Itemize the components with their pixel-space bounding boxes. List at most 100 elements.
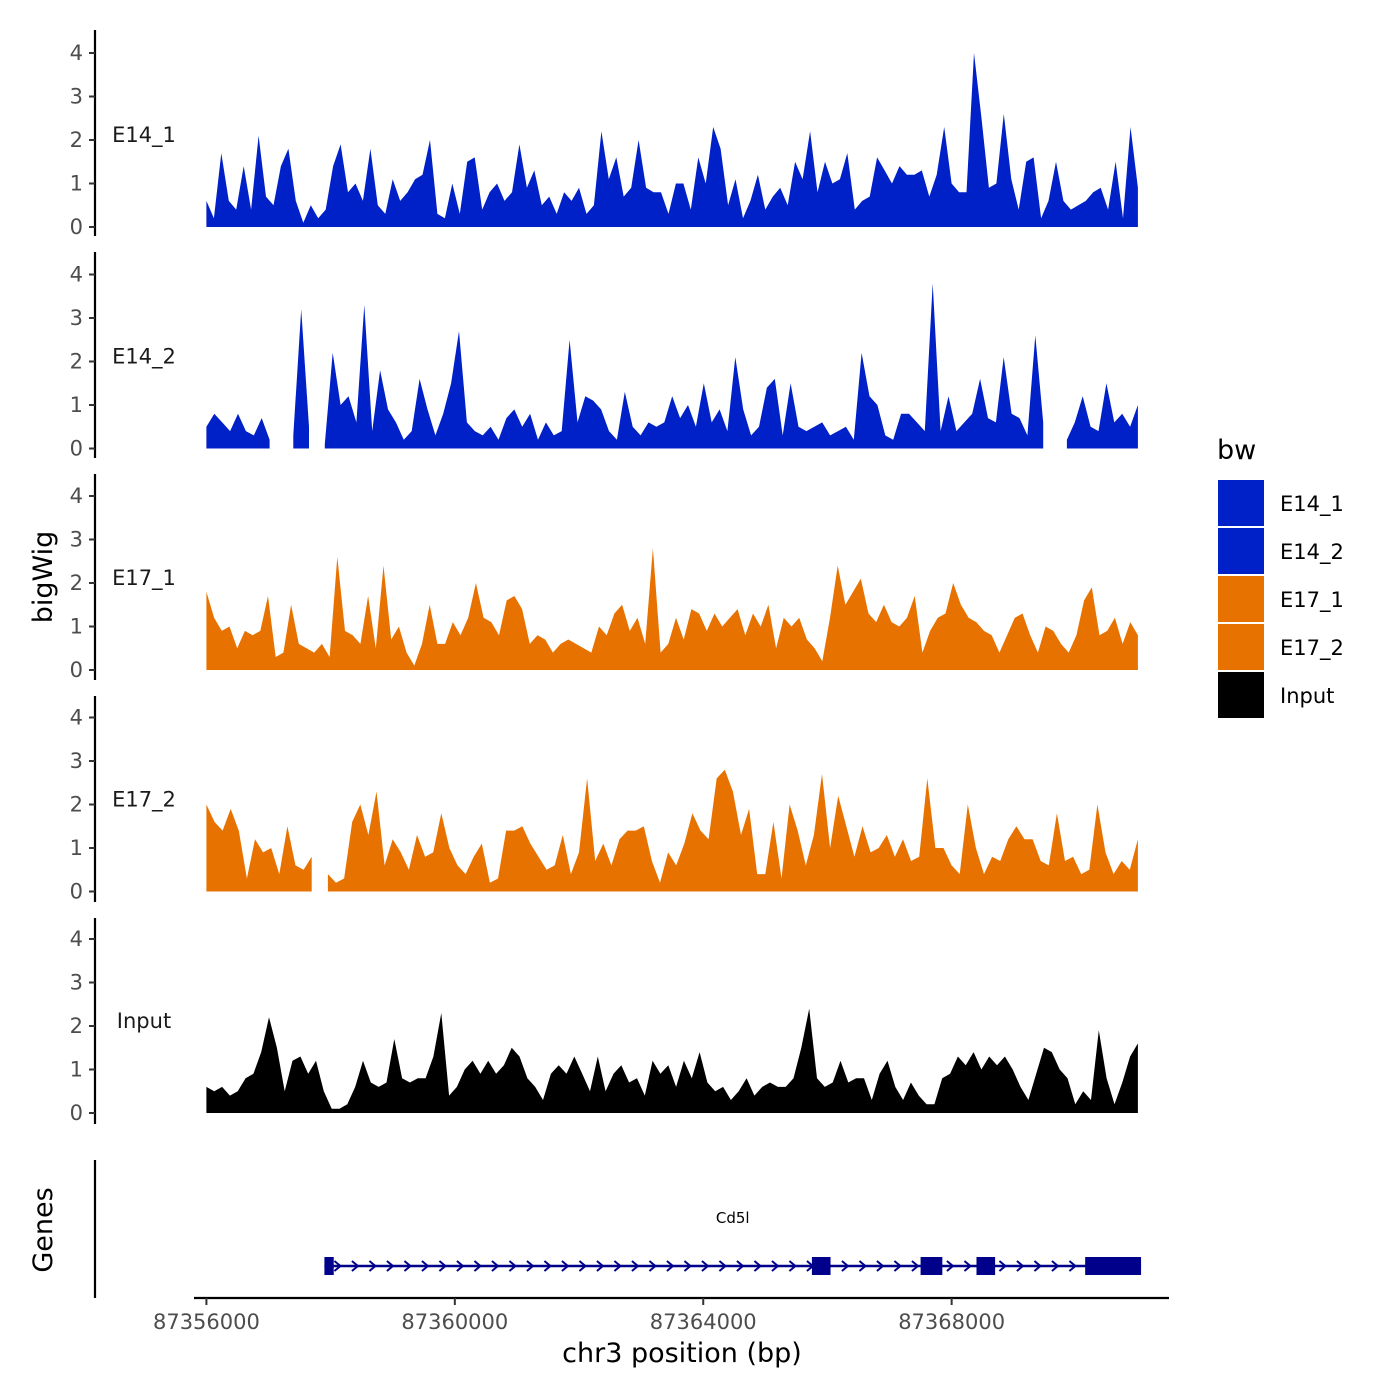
legend-swatch (1218, 480, 1264, 526)
strand-arrow (613, 1260, 622, 1272)
strand-arrow (438, 1260, 447, 1272)
x-tick-label: 87364000 (650, 1310, 757, 1334)
strand-arrow (508, 1260, 517, 1272)
genes-panel: Cd5l (93, 1160, 1142, 1298)
track-label: Input (117, 1009, 171, 1033)
legend-label: E17_1 (1280, 588, 1344, 613)
x-axis-title: chr3 position (bp) (562, 1338, 802, 1369)
strand-arrow (666, 1260, 675, 1272)
track-label: E14_1 (112, 123, 176, 148)
y-tick-label: 0 (70, 1101, 83, 1125)
strand-arrow (946, 1260, 955, 1272)
strand-arrow (1033, 1260, 1042, 1272)
strand-arrow (648, 1260, 657, 1272)
legend-swatch (1218, 528, 1264, 574)
y-tick-label: 4 (70, 706, 83, 730)
exon (324, 1257, 334, 1275)
strand-arrow (736, 1260, 745, 1272)
legend-swatch (1218, 672, 1264, 718)
exon (976, 1257, 996, 1275)
strand-arrow (368, 1260, 377, 1272)
signal-area (206, 804, 312, 892)
y-tick-label: 3 (70, 528, 83, 552)
y-tick-label: 0 (70, 880, 83, 904)
y-tick-label: 0 (70, 437, 83, 461)
legend-label: E14_1 (1280, 492, 1344, 517)
y-tick-label: 1 (70, 836, 83, 860)
y-tick-label: 2 (70, 350, 83, 374)
strand-arrow (753, 1260, 762, 1272)
strand-arrow (333, 1260, 342, 1272)
strand-arrow (386, 1260, 395, 1272)
strand-arrow (456, 1260, 465, 1272)
strand-arrow (631, 1260, 640, 1272)
track-label: E14_2 (112, 345, 176, 370)
strand-arrow (998, 1260, 1007, 1272)
y-tick-label: 3 (70, 971, 83, 995)
strand-arrow (491, 1260, 500, 1272)
legend-item-E14_2: E14_2 (1218, 528, 1344, 574)
track-label: E17_1 (112, 566, 176, 591)
strand-arrow (1051, 1260, 1060, 1272)
strand-arrow (788, 1260, 797, 1272)
strand-arrow (526, 1260, 535, 1272)
strand-arrow (771, 1260, 780, 1272)
x-tick-label: 87360000 (401, 1310, 508, 1334)
track-E17_1: 0 1 2 3 4 E17_1 (70, 474, 1138, 682)
x-tick-label: 87356000 (153, 1310, 260, 1334)
track-label: E17_2 (112, 788, 176, 813)
strand-arrow (963, 1260, 972, 1272)
legend-swatch (1218, 624, 1264, 670)
legend-swatch (1218, 576, 1264, 622)
strand-arrow (683, 1260, 692, 1272)
legend-item-E14_1: E14_1 (1218, 480, 1344, 526)
legend-item-Input: Input (1218, 672, 1334, 718)
strand-arrow (543, 1260, 552, 1272)
exon (1085, 1257, 1142, 1275)
y-tick-label: 3 (70, 306, 83, 330)
legend-label: Input (1280, 684, 1334, 708)
strand-arrow (561, 1260, 570, 1272)
strand-arrow (596, 1260, 605, 1272)
bigwig-tracks: 0 1 2 3 4 E14_1 0 1 2 3 4 E14_2 0 1 2 3 4 E17_1 0 1 2 3 4 E17_2… (70, 30, 1138, 1125)
signal-area (327, 769, 1138, 892)
track-Input: 0 1 2 3 4 Input (70, 918, 1138, 1125)
track-E14_1: 0 1 2 3 4 E14_1 (70, 30, 1138, 239)
strand-arrow (876, 1260, 885, 1272)
strand-arrow (1016, 1260, 1025, 1272)
strand-arrow (893, 1260, 902, 1272)
y-tick-label: 4 (70, 263, 83, 287)
signal-area (293, 309, 309, 449)
legend-label: E14_2 (1280, 540, 1344, 565)
strand-arrow (858, 1260, 867, 1272)
x-axis: 87356000 87360000 87364000 87368000 (153, 1296, 1169, 1334)
y-tick-label: 2 (70, 793, 83, 817)
legend-item-E17_2: E17_2 (1218, 624, 1344, 670)
y-tick-label: 0 (70, 658, 83, 682)
strand-arrow (403, 1260, 412, 1272)
gene-Cd5l: Cd5l (324, 1209, 1142, 1275)
signal-area (206, 413, 270, 449)
y-tick-label: 1 (70, 1058, 83, 1082)
legend-title: bw (1217, 435, 1256, 466)
strand-arrow (351, 1260, 360, 1272)
strand-arrow (841, 1260, 850, 1272)
track-E17_2: 0 1 2 3 4 E17_2 (70, 696, 1138, 904)
strand-arrow (911, 1260, 920, 1272)
y-tick-label: 4 (70, 41, 83, 65)
legend-label: E17_2 (1280, 636, 1344, 661)
exon (811, 1257, 831, 1275)
y-tick-label: 4 (70, 484, 83, 508)
strand-arrow (1068, 1260, 1077, 1272)
signal-area (206, 53, 1138, 227)
legend: E14_1 E14_2 E17_1 E17_2 Input (1218, 480, 1344, 718)
signal-area (206, 548, 1138, 670)
track-E14_2: 0 1 2 3 4 E14_2 (70, 252, 1138, 461)
exon (920, 1257, 943, 1275)
y-tick-label: 1 (70, 615, 83, 639)
y-tick-label: 4 (70, 927, 83, 951)
strand-arrow (701, 1260, 710, 1272)
signal-area (324, 283, 1044, 449)
strand-arrow (421, 1260, 430, 1272)
